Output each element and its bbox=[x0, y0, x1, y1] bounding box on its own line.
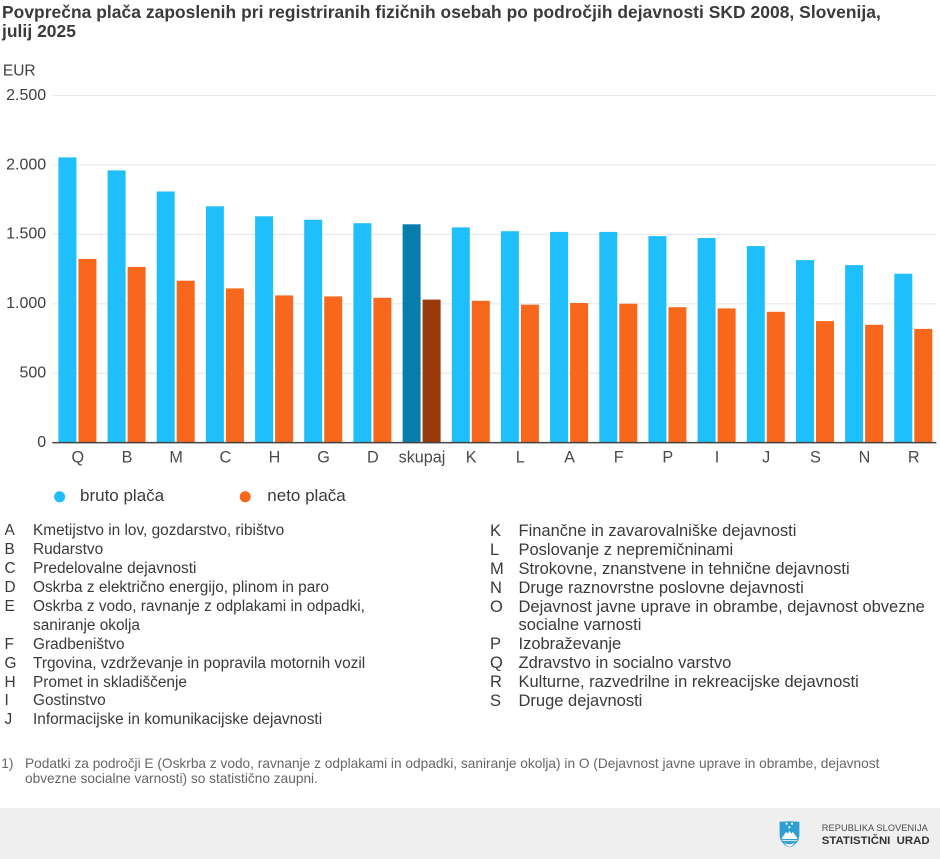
svg-text:F: F bbox=[614, 449, 624, 467]
svg-text:P: P bbox=[662, 449, 673, 467]
svg-text:L: L bbox=[516, 449, 525, 467]
svg-text:J: J bbox=[762, 449, 770, 467]
svg-text:R: R bbox=[908, 449, 920, 467]
svg-text:1.000: 1.000 bbox=[6, 295, 46, 312]
svg-text:1.500: 1.500 bbox=[6, 226, 46, 243]
svg-text:EUR: EUR bbox=[3, 62, 36, 79]
svg-text:D: D bbox=[367, 449, 379, 467]
svg-text:M: M bbox=[169, 449, 182, 467]
svg-text:S: S bbox=[810, 449, 821, 467]
svg-text:N: N bbox=[859, 449, 871, 467]
svg-text:G: G bbox=[317, 449, 330, 467]
svg-text:2.000: 2.000 bbox=[6, 156, 46, 173]
svg-text:C: C bbox=[219, 449, 231, 467]
svg-text:2.500: 2.500 bbox=[6, 87, 46, 104]
svg-text:0: 0 bbox=[37, 434, 46, 451]
svg-text:500: 500 bbox=[19, 365, 46, 382]
svg-text:I: I bbox=[715, 449, 720, 467]
svg-text:skupaj: skupaj bbox=[399, 449, 446, 467]
svg-text:K: K bbox=[466, 449, 477, 467]
svg-text:A: A bbox=[564, 449, 575, 467]
svg-text:Q: Q bbox=[72, 449, 85, 467]
svg-text:H: H bbox=[269, 449, 281, 467]
svg-text:B: B bbox=[122, 449, 133, 467]
